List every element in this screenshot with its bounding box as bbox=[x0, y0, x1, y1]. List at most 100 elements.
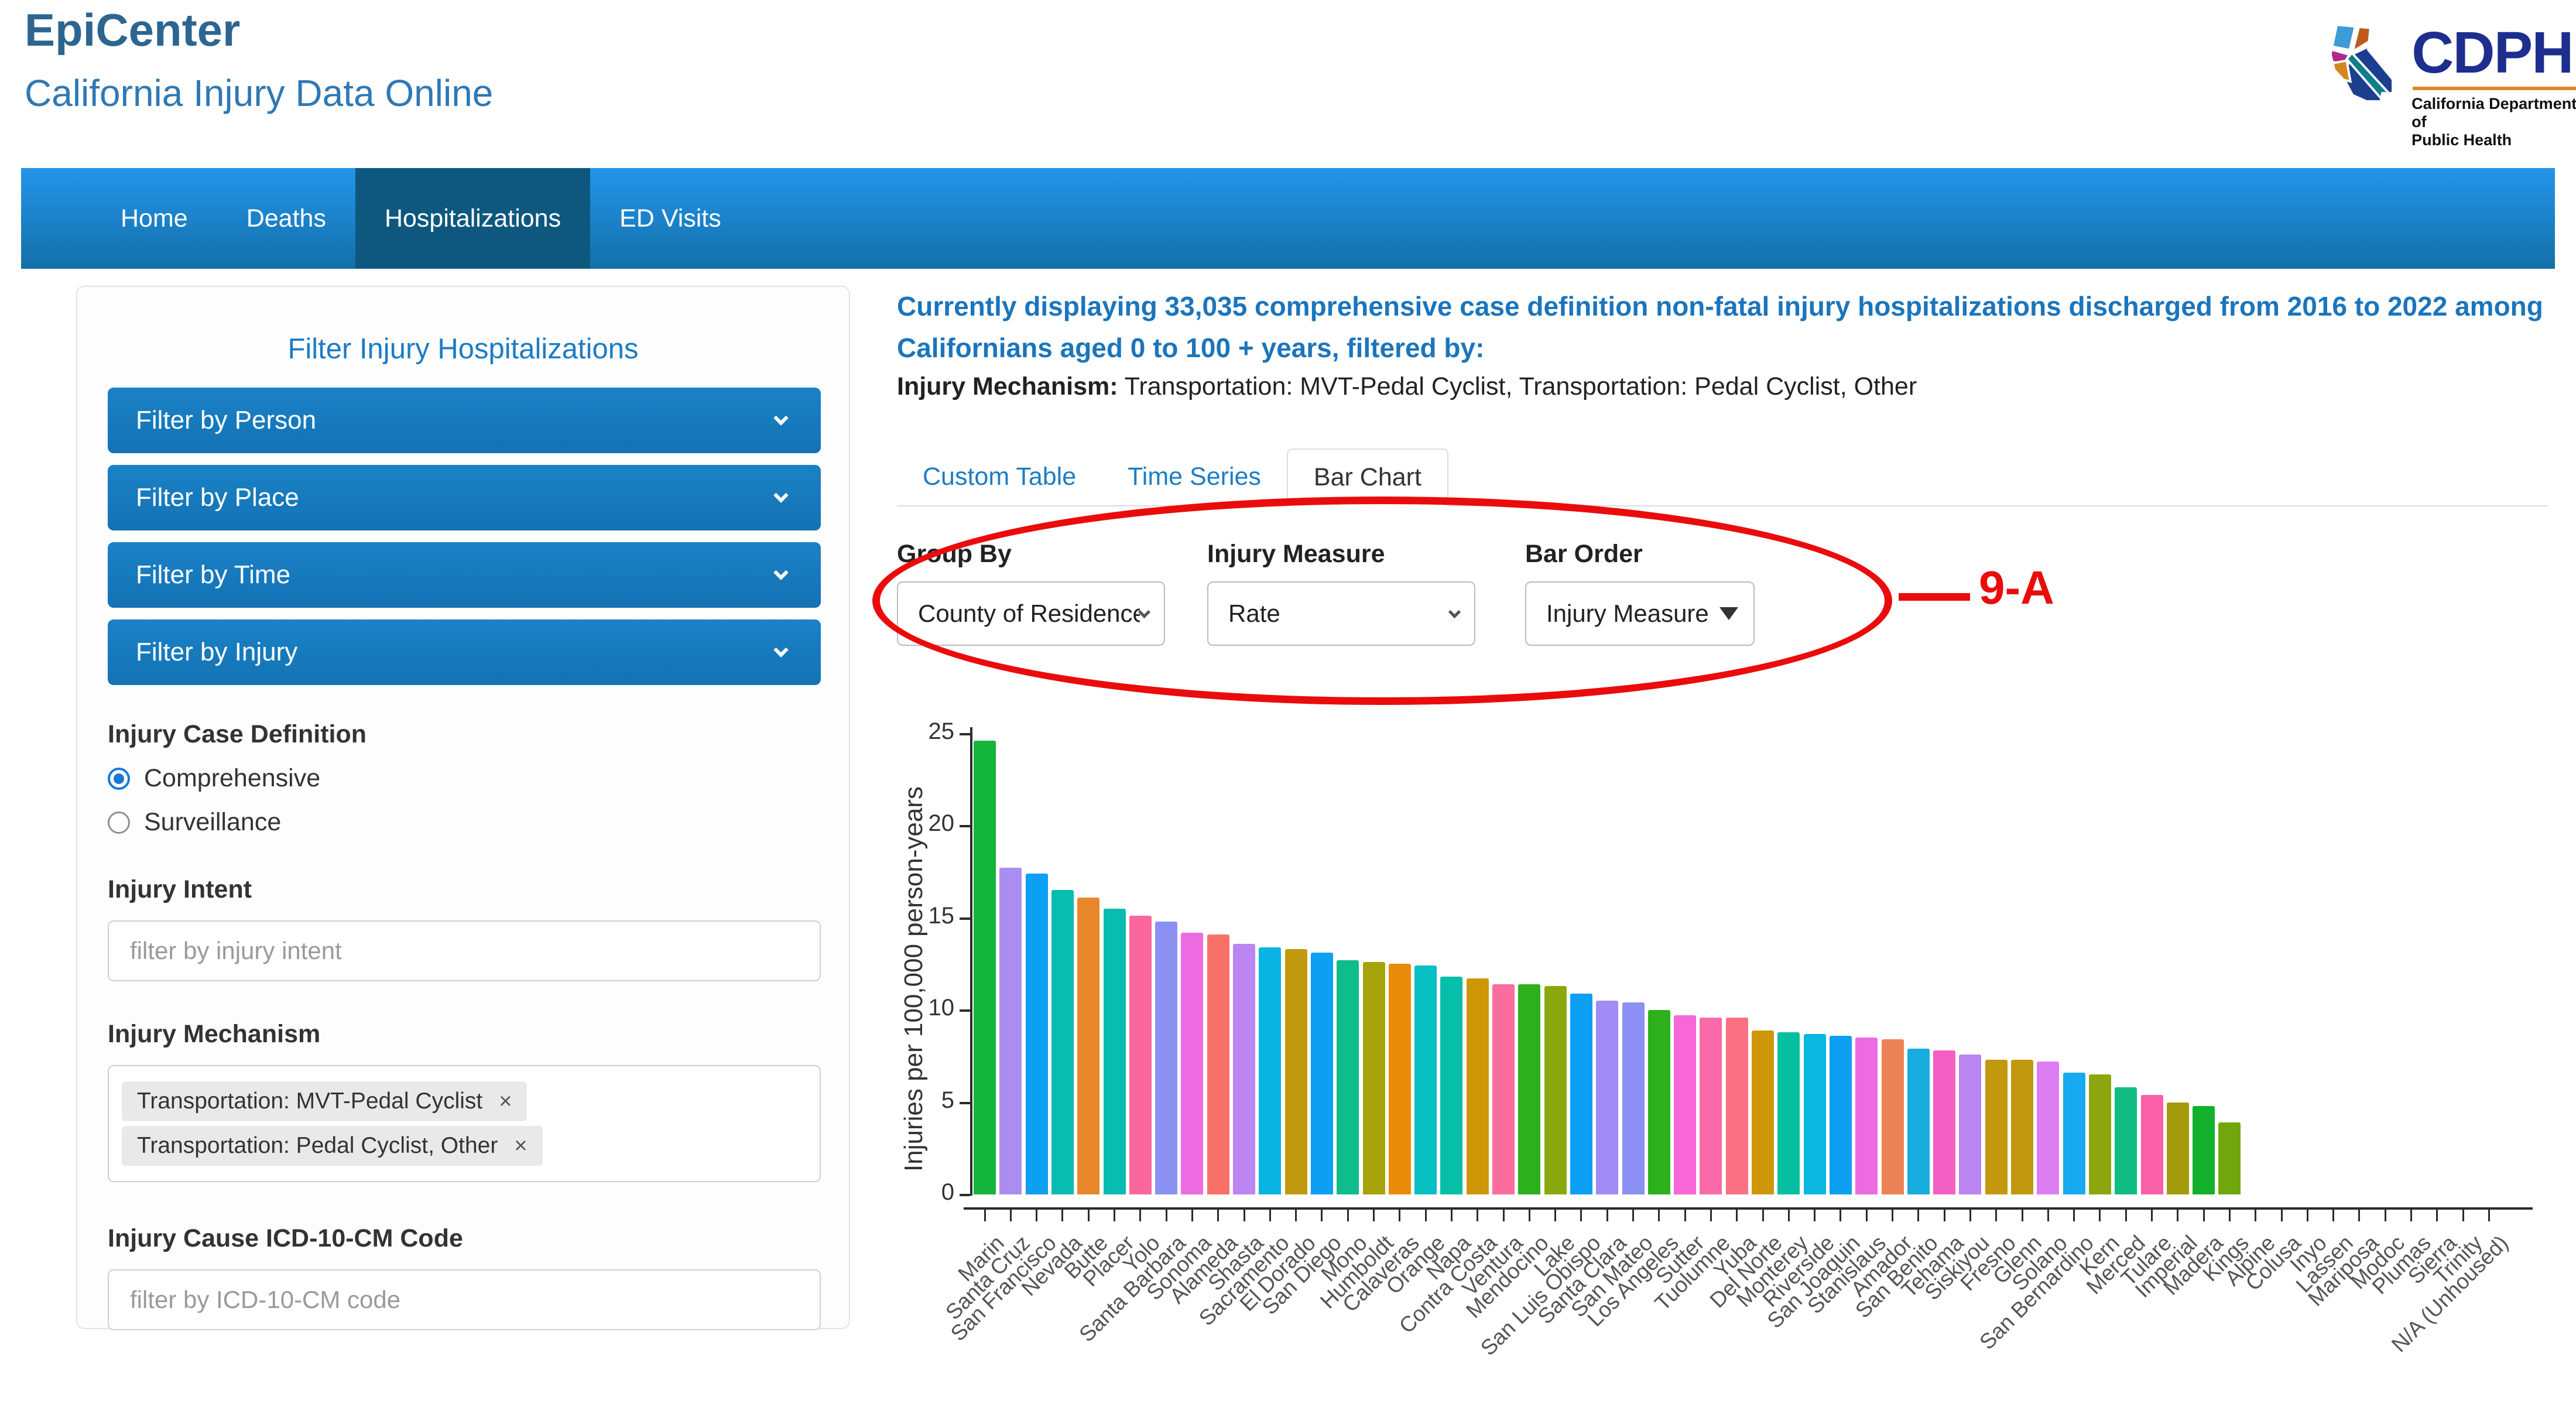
bar-amador[interactable] bbox=[1882, 1039, 1904, 1194]
bar-los-angeles[interactable] bbox=[1648, 1010, 1670, 1194]
bar-santa-barbara[interactable] bbox=[1155, 922, 1177, 1194]
radio-option-surveillance[interactable]: Surveillance bbox=[108, 808, 821, 837]
bar-sutter[interactable] bbox=[1674, 1015, 1696, 1194]
logo-caption-line2: Public Health bbox=[2411, 131, 2576, 149]
x-tick-mark bbox=[2177, 1210, 2178, 1221]
case-definition-heading: Injury Case Definition bbox=[108, 720, 821, 749]
nav-item-ed-visits[interactable]: ED Visits bbox=[590, 168, 751, 269]
bar-yolo[interactable] bbox=[1129, 916, 1152, 1194]
y-tick-label: 5 bbox=[903, 1087, 954, 1114]
bar-napa[interactable] bbox=[1440, 977, 1462, 1194]
bar-madera[interactable] bbox=[2193, 1106, 2215, 1194]
bar-solano[interactable] bbox=[2037, 1062, 2059, 1194]
bar-humboldt[interactable] bbox=[1363, 962, 1385, 1194]
bar-san-luis-obispo[interactable] bbox=[1570, 994, 1592, 1194]
chevron-down-icon bbox=[769, 563, 793, 587]
injury-mechanism-multiselect[interactable]: Transportation: MVT-Pedal Cyclist×Transp… bbox=[108, 1065, 821, 1182]
bar-mono[interactable] bbox=[1337, 960, 1359, 1194]
radio-button[interactable] bbox=[108, 812, 130, 834]
x-tick-mark bbox=[1710, 1210, 1712, 1221]
bar-siskiyou[interactable] bbox=[1959, 1054, 1981, 1194]
bar-tulare[interactable] bbox=[2141, 1095, 2163, 1194]
nav-item-deaths[interactable]: Deaths bbox=[217, 168, 355, 269]
bar-san-joaquin[interactable] bbox=[1830, 1036, 1852, 1194]
cdph-logo: CDPH California Department of Public Hea… bbox=[2327, 23, 2576, 149]
accordion-filter-by-person[interactable]: Filter by Person bbox=[108, 388, 821, 453]
bar-sacramento[interactable] bbox=[1259, 947, 1281, 1194]
nav-item-home[interactable]: Home bbox=[91, 168, 217, 269]
app-title: EpiCenter bbox=[25, 4, 240, 57]
logo-divider bbox=[2413, 87, 2576, 90]
tab-custom-table[interactable]: Custom Table bbox=[897, 448, 1102, 505]
bar-tehama[interactable] bbox=[1933, 1050, 1955, 1194]
bar-stanislaus[interactable] bbox=[1855, 1038, 1878, 1194]
injury-intent-input[interactable] bbox=[108, 920, 821, 981]
bar-yuba[interactable] bbox=[1726, 1018, 1748, 1194]
icd-code-input[interactable] bbox=[108, 1269, 821, 1330]
bar-glenn[interactable] bbox=[2011, 1060, 2033, 1194]
bar-mendocino[interactable] bbox=[1518, 984, 1540, 1194]
bar-san-diego[interactable] bbox=[1311, 953, 1333, 1194]
x-tick-mark bbox=[2488, 1210, 2490, 1221]
accordion-filter-by-injury[interactable]: Filter by Injury bbox=[108, 619, 821, 685]
bar-san-benito[interactable] bbox=[1907, 1049, 1930, 1194]
x-tick-mark bbox=[1580, 1210, 1582, 1221]
remove-tag-icon[interactable]: × bbox=[514, 1134, 527, 1159]
bar-alameda[interactable] bbox=[1207, 934, 1229, 1194]
y-tick-label: 0 bbox=[903, 1179, 954, 1206]
bar-fresno[interactable] bbox=[1985, 1060, 2008, 1194]
x-tick-mark bbox=[1554, 1210, 1556, 1221]
bar-merced[interactable] bbox=[2115, 1087, 2137, 1194]
bar-calaveras[interactable] bbox=[1389, 964, 1411, 1194]
accordion-filter-by-place[interactable]: Filter by Place bbox=[108, 465, 821, 530]
y-tick-mark bbox=[960, 1102, 970, 1104]
bar-santa-cruz[interactable] bbox=[999, 868, 1022, 1194]
bar-marin[interactable] bbox=[974, 741, 996, 1194]
nav-item-hospitalizations[interactable]: Hospitalizations bbox=[355, 168, 590, 269]
bar-san-francisco[interactable] bbox=[1026, 874, 1048, 1194]
bar-riverside[interactable] bbox=[1804, 1034, 1826, 1194]
bar-santa-clara[interactable] bbox=[1596, 1001, 1618, 1194]
x-tick-mark bbox=[1010, 1210, 1012, 1221]
accordion-filter-by-time[interactable]: Filter by Time bbox=[108, 542, 821, 608]
x-tick-mark bbox=[1217, 1210, 1219, 1221]
remove-tag-icon[interactable]: × bbox=[499, 1089, 512, 1114]
bar-shasta[interactable] bbox=[1233, 944, 1255, 1194]
main-navbar: HomeDeathsHospitalizationsED Visits bbox=[21, 168, 2555, 269]
tab-time-series[interactable]: Time Series bbox=[1102, 448, 1287, 505]
y-tick-label: 10 bbox=[903, 995, 954, 1021]
bar-kings[interactable] bbox=[2218, 1122, 2241, 1194]
bar-del-norte[interactable] bbox=[1752, 1030, 1774, 1194]
bar-placer[interactable] bbox=[1104, 909, 1126, 1194]
x-tick-mark bbox=[1839, 1210, 1841, 1221]
bar-monterey[interactable] bbox=[1777, 1032, 1800, 1194]
filter-by-injury-section: Injury Case Definition Comprehensive Surv… bbox=[108, 697, 821, 1330]
bar-ventura[interactable] bbox=[1492, 984, 1515, 1194]
x-tick-mark bbox=[2410, 1210, 2412, 1221]
bar-nevada[interactable] bbox=[1051, 890, 1074, 1194]
radio-button[interactable] bbox=[108, 768, 130, 790]
bar-san-mateo[interactable] bbox=[1622, 1002, 1645, 1194]
bar-orange[interactable] bbox=[1414, 966, 1437, 1194]
annotation-connector-line bbox=[1899, 593, 1970, 601]
bar-san-bernardino[interactable] bbox=[2063, 1073, 2085, 1194]
bar-el-dorado[interactable] bbox=[1285, 949, 1307, 1194]
x-tick-mark bbox=[1477, 1210, 1478, 1221]
x-tick-mark bbox=[1788, 1210, 1790, 1221]
x-tick-mark bbox=[2358, 1210, 2360, 1221]
accordion-label: Filter by Time bbox=[136, 560, 769, 590]
bar-imperial[interactable] bbox=[2167, 1103, 2189, 1195]
x-tick-mark bbox=[1632, 1210, 1634, 1221]
x-tick-mark bbox=[1399, 1210, 1400, 1221]
radio-option-comprehensive[interactable]: Comprehensive bbox=[108, 764, 821, 793]
bar-tuolumne[interactable] bbox=[1700, 1018, 1722, 1194]
bar-lake[interactable] bbox=[1544, 986, 1567, 1194]
x-tick-mark bbox=[1191, 1210, 1193, 1221]
x-tick-mark bbox=[2307, 1210, 2308, 1221]
bar-sonoma[interactable] bbox=[1181, 933, 1203, 1194]
bar-butte[interactable] bbox=[1077, 898, 1099, 1194]
annotation-ellipse bbox=[872, 497, 1892, 705]
x-tick-mark bbox=[2462, 1210, 2464, 1221]
bar-contra-costa[interactable] bbox=[1467, 978, 1489, 1194]
bar-kern[interactable] bbox=[2089, 1074, 2111, 1194]
